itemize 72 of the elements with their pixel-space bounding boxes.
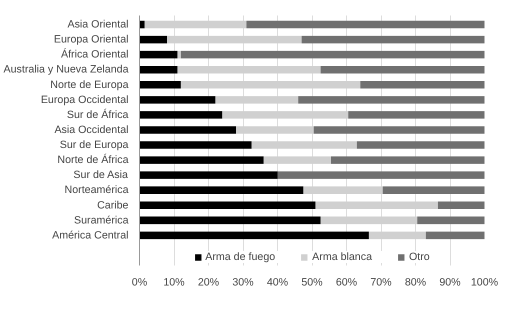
bar <box>298 96 484 104</box>
y-tick-label: Sur de África <box>66 108 129 121</box>
y-tick-label: Caribe <box>97 199 129 212</box>
bar <box>348 111 484 119</box>
bar <box>246 20 484 28</box>
y-tick-label: Norteamérica <box>64 184 129 196</box>
y-tick-label: Suramérica <box>74 214 129 226</box>
bar <box>315 201 438 210</box>
legend-label: Otro <box>409 251 430 263</box>
y-tick-label: América Central <box>52 229 129 242</box>
bar <box>320 66 484 74</box>
bar <box>252 141 357 149</box>
bar <box>140 156 264 164</box>
bar <box>140 186 304 194</box>
bar <box>438 201 484 210</box>
bar <box>140 96 216 104</box>
y-tick-label: Norte de Europa <box>50 78 129 91</box>
bar <box>368 232 426 240</box>
bar <box>215 96 298 104</box>
x-tick-label: 50% <box>301 276 324 288</box>
x-tick-label: 20% <box>198 276 220 288</box>
y-tick-label: Asia Oriental <box>67 18 129 31</box>
bar <box>140 141 252 149</box>
bar <box>356 141 484 149</box>
bar <box>302 36 484 44</box>
bar <box>320 216 418 224</box>
legend-label: Arma blanca <box>312 251 372 263</box>
bar <box>180 81 360 89</box>
y-tick-label: Asia Occidental <box>54 124 129 136</box>
bar <box>140 171 278 179</box>
y-tick-label: Europa Oriental <box>54 34 129 46</box>
bar <box>140 36 168 44</box>
x-tick-label: 100% <box>470 276 499 288</box>
y-tick-label: África Oriental <box>60 48 129 61</box>
bar <box>177 50 181 58</box>
bar <box>180 50 484 58</box>
bar <box>360 81 484 89</box>
bar <box>222 111 348 119</box>
y-tick-label: Europa Occidental <box>40 94 128 106</box>
y-tick-label: Sur de Asia <box>73 169 128 182</box>
x-tick-label: 60% <box>336 276 358 288</box>
bar <box>140 201 316 210</box>
bar <box>382 186 484 194</box>
bar <box>330 156 484 164</box>
bar <box>426 232 484 240</box>
x-tick-label: 80% <box>404 276 427 288</box>
bar <box>140 81 181 89</box>
y-tick-label: Australia y Nueva Zelanda <box>4 64 129 76</box>
bar <box>278 171 484 179</box>
x-tick-label: 10% <box>163 276 186 288</box>
y-tick-label: Norte de África <box>57 153 129 166</box>
bar <box>140 66 178 74</box>
bar <box>144 20 246 28</box>
bar <box>140 232 369 240</box>
x-tick-label: 30% <box>232 276 254 288</box>
bar <box>167 36 302 44</box>
x-tick-label: 70% <box>370 276 392 288</box>
legend-label: Arma de fuego <box>205 251 276 263</box>
bar <box>314 126 484 134</box>
x-tick-label: 90% <box>439 276 462 288</box>
y-tick-label: Sur de Europa <box>60 139 129 152</box>
bar <box>303 186 383 194</box>
bar <box>264 156 331 164</box>
bar <box>417 216 484 224</box>
x-tick-label: 0% <box>132 276 148 288</box>
x-tick-label: 40% <box>266 276 289 288</box>
bar <box>140 111 222 119</box>
bar <box>140 126 236 134</box>
bar <box>140 216 321 224</box>
bar <box>140 50 178 58</box>
bar <box>236 126 314 134</box>
bar <box>177 66 321 74</box>
